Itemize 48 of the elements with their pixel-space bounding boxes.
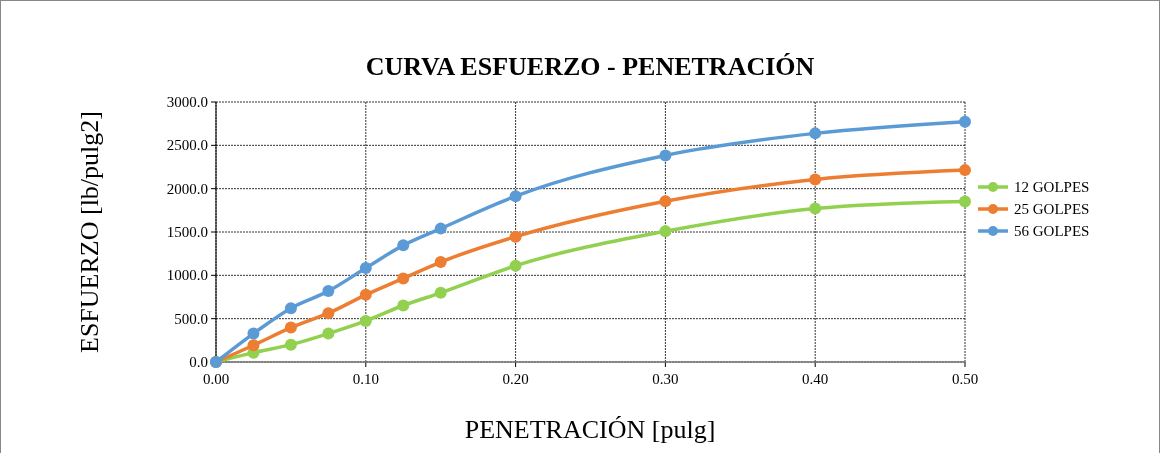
legend-label: 25 GOLPES [1014, 201, 1090, 217]
y-tick-label: 0.0 [189, 354, 208, 370]
legend-label: 12 GOLPES [1014, 179, 1090, 195]
x-tick-label: 0.50 [951, 371, 979, 387]
point [434, 256, 447, 269]
point [809, 127, 822, 140]
point [322, 307, 335, 320]
x-tick-label: 0.00 [202, 371, 230, 387]
y-tick-label: 500.0 [174, 310, 208, 327]
point [659, 195, 672, 208]
y-tick-label: 2500.0 [166, 137, 208, 154]
point [434, 222, 447, 235]
point [434, 286, 447, 299]
point [509, 190, 522, 203]
point [359, 288, 372, 301]
point [359, 314, 372, 327]
x-tick-label: 0.40 [802, 371, 829, 387]
x-tick-label: 0.10 [352, 371, 379, 387]
y-axis-title: ESFUERZO [lb/pulg2] [75, 111, 104, 353]
point [509, 230, 522, 243]
point [397, 272, 410, 285]
point [284, 302, 297, 315]
point [284, 338, 297, 351]
point [659, 149, 672, 162]
point [509, 259, 522, 272]
y-tick-label: 3000.0 [166, 94, 208, 110]
point [659, 225, 672, 238]
point [284, 321, 297, 334]
point [959, 195, 971, 208]
y-tick-label: 2000.0 [166, 180, 208, 197]
legend-label: 56 GOLPES [1014, 223, 1090, 239]
point [359, 262, 372, 275]
point [809, 202, 822, 215]
point [397, 299, 410, 312]
point [247, 339, 260, 352]
x-tick-label: 0.30 [652, 371, 679, 387]
x-tick-label: 0.20 [502, 371, 529, 387]
y-tick-label: 1000.0 [166, 267, 208, 284]
point [322, 327, 335, 340]
point [809, 173, 822, 186]
point [397, 239, 410, 252]
y-tick-label: 1500.0 [166, 224, 208, 240]
point [959, 115, 971, 128]
x-axis-title: PENETRACIÓN [pulg] [464, 415, 716, 444]
chart-title: CURVA ESFUERZO - PENETRACIÓN [365, 52, 815, 81]
point [959, 164, 971, 177]
point [247, 327, 260, 340]
point [322, 285, 335, 298]
